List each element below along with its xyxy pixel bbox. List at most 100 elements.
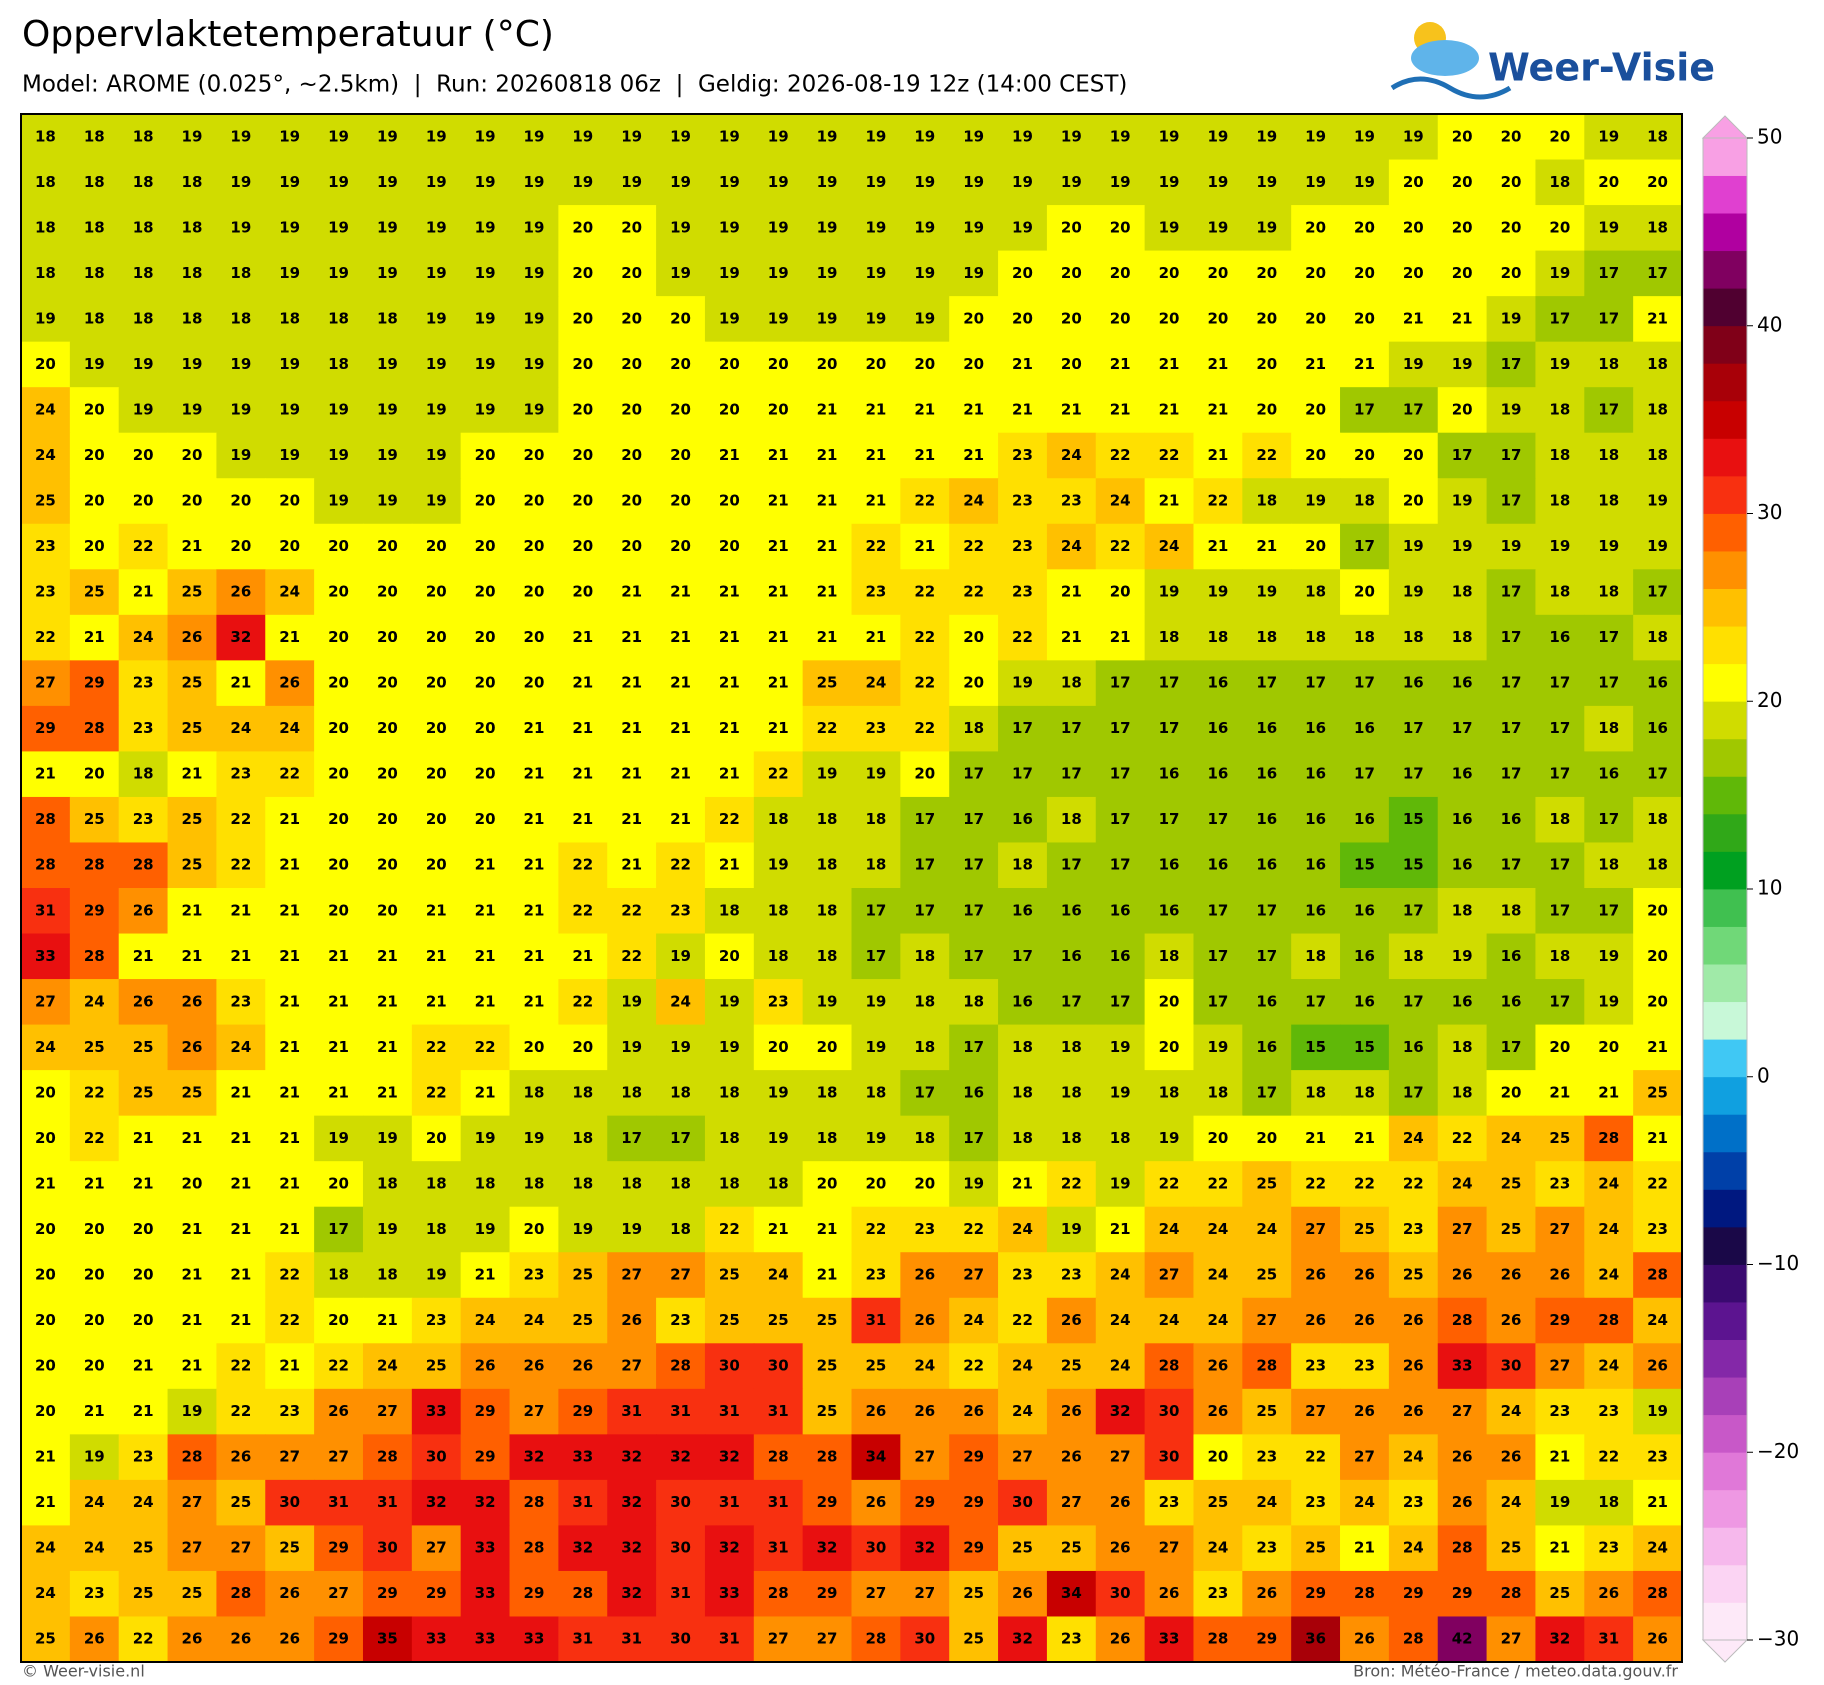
temp-cell — [1046, 888, 1097, 935]
temp-label: 25 — [1501, 1539, 1522, 1557]
temp-cell — [558, 842, 608, 889]
temp-cell — [1486, 614, 1536, 661]
temp-label: 18 — [865, 1083, 886, 1101]
temp-cell — [656, 979, 706, 1026]
temp-cell — [704, 296, 755, 343]
temp-label: 20 — [1501, 127, 1522, 145]
temp-cell — [1535, 1115, 1585, 1162]
temp-cell — [1144, 1252, 1194, 1299]
temp-label: 24 — [670, 992, 691, 1010]
temp-label: 18 — [817, 810, 838, 828]
temp-label: 21 — [817, 1266, 838, 1284]
temp-cell — [656, 205, 706, 252]
temp-label: 22 — [1256, 446, 1277, 464]
temp-cell — [509, 159, 559, 206]
temp-label: 25 — [35, 1630, 56, 1648]
temp-label: 18 — [768, 1174, 789, 1192]
temp-label: 32 — [621, 1539, 642, 1557]
temp-label: 23 — [1549, 1402, 1570, 1420]
temp-cell — [216, 1115, 266, 1162]
temp-cell — [900, 159, 950, 206]
temp-label: 26 — [230, 1630, 251, 1648]
temp-cell — [362, 114, 413, 161]
temp-cell — [1584, 1206, 1634, 1253]
temp-label: 17 — [1501, 492, 1522, 510]
temp-label: 32 — [230, 628, 251, 646]
temp-label: 21 — [182, 537, 203, 555]
temp-label: 26 — [1207, 1402, 1228, 1420]
temp-cell — [1388, 979, 1439, 1026]
temp-cell — [1535, 478, 1585, 525]
temp-label: 23 — [1403, 1220, 1424, 1238]
colorbar-band — [1703, 1602, 1747, 1641]
temp-cell — [900, 387, 950, 434]
temp-label: 18 — [1012, 1083, 1033, 1101]
temp-label: 21 — [768, 537, 789, 555]
temp-label: 19 — [1452, 355, 1473, 373]
temp-cell — [851, 751, 901, 798]
temp-cell — [1291, 432, 1341, 479]
temp-cell — [1437, 114, 1488, 161]
temp-cell — [69, 1206, 120, 1253]
temp-label: 30 — [377, 1539, 398, 1557]
temp-label: 26 — [1159, 1584, 1180, 1602]
temp-cell — [851, 614, 901, 661]
temp-label: 19 — [1256, 173, 1277, 191]
temp-label: 22 — [621, 947, 642, 965]
temp-label: 28 — [1647, 1266, 1668, 1284]
temp-cell — [216, 842, 266, 889]
temp-label: 21 — [35, 1493, 56, 1511]
temp-label: 26 — [1012, 1584, 1033, 1602]
colorbar-band — [1703, 475, 1747, 514]
colorbar-band — [1703, 738, 1747, 777]
temp-cell — [411, 888, 462, 935]
temp-label: 19 — [1598, 992, 1619, 1010]
temp-cell — [216, 569, 266, 616]
temp-cell — [411, 341, 462, 388]
temp-label: 27 — [328, 1584, 349, 1602]
temp-label: 25 — [865, 1357, 886, 1375]
temp-cell — [314, 751, 364, 798]
temp-cell — [1340, 478, 1390, 525]
temp-cell — [1388, 341, 1439, 388]
temp-cell — [1144, 796, 1194, 843]
temp-label: 20 — [426, 674, 447, 692]
temp-cell — [1486, 751, 1536, 798]
temp-label: 20 — [670, 355, 691, 373]
temp-label: 30 — [1012, 1493, 1033, 1511]
temp-label: 20 — [865, 1174, 886, 1192]
temp-cell — [851, 933, 901, 980]
temp-cell — [1584, 796, 1634, 843]
temp-label: 29 — [572, 1402, 593, 1420]
temp-cell — [1095, 1024, 1146, 1071]
temp-cell — [1584, 478, 1634, 525]
temp-cell — [558, 569, 608, 616]
temp-label: 19 — [719, 1038, 740, 1056]
temp-label: 21 — [133, 1174, 154, 1192]
temp-label: 32 — [621, 1448, 642, 1466]
temp-label: 18 — [1061, 1083, 1082, 1101]
colorbar-tick-label: −10 — [1757, 1251, 1799, 1275]
temp-cell — [607, 751, 657, 798]
temp-label: 20 — [914, 1174, 935, 1192]
temp-label: 35 — [377, 1630, 398, 1648]
temp-cell — [216, 1252, 266, 1299]
temp-label: 20 — [377, 719, 398, 737]
temp-cell — [1388, 478, 1439, 525]
temp-label: 16 — [1256, 856, 1277, 874]
temp-label: 27 — [1061, 1493, 1082, 1511]
temp-label: 20 — [475, 719, 496, 737]
temp-label: 22 — [914, 583, 935, 601]
temp-cell — [1633, 796, 1683, 843]
temp-cell — [802, 888, 852, 935]
colorbar-band — [1703, 1302, 1747, 1340]
temp-label: 30 — [914, 1630, 935, 1648]
temp-label: 20 — [475, 446, 496, 464]
temp-cell — [1095, 523, 1146, 570]
temp-label: 17 — [1598, 309, 1619, 327]
temp-label: 20 — [328, 628, 349, 646]
temp-label: 19 — [1403, 355, 1424, 373]
temp-cell — [1046, 1115, 1097, 1162]
temp-label: 17 — [914, 901, 935, 919]
temp-label: 16 — [1354, 901, 1375, 919]
